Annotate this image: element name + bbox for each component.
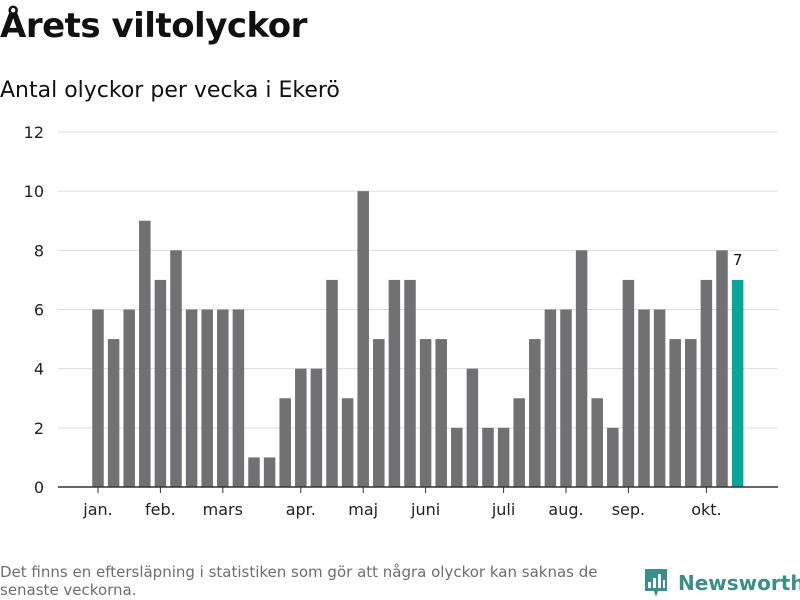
y-tick-label: 0	[34, 478, 44, 497]
bar	[341, 398, 354, 487]
bar	[591, 398, 603, 487]
y-tick-label: 6	[34, 301, 44, 320]
bar	[669, 339, 681, 487]
bar	[232, 309, 245, 487]
x-tick-label: sep.	[612, 500, 645, 519]
bar	[529, 339, 541, 487]
bar	[201, 309, 213, 487]
brand[interactable]: Newsworthy	[644, 568, 800, 598]
bar	[248, 457, 260, 487]
bar	[622, 279, 635, 487]
bar	[466, 368, 479, 487]
x-tick-label: apr.	[286, 500, 316, 519]
bar	[217, 309, 229, 487]
y-tick-label: 8	[34, 241, 44, 260]
bar	[357, 191, 369, 487]
chart-title: Årets viltolyckor	[0, 6, 307, 46]
bar	[263, 457, 276, 487]
bar	[716, 250, 728, 487]
x-tick-label: jan.	[82, 500, 112, 519]
bar	[326, 279, 338, 487]
y-tick-label: 2	[34, 419, 44, 438]
brand-name: Newsworthy	[678, 571, 800, 595]
footnote: Det finns en eftersläpning i statistiken…	[0, 563, 598, 599]
bar	[419, 339, 432, 487]
bar	[154, 279, 167, 487]
bar	[685, 339, 697, 487]
chart-subtitle: Antal olyckor per vecka i Ekerö	[0, 78, 340, 103]
x-tick-label: juli	[491, 500, 515, 519]
bar	[653, 309, 666, 487]
newsworthy-logo-icon	[645, 569, 667, 597]
bar	[497, 427, 510, 487]
bar	[404, 279, 416, 487]
bar	[575, 250, 588, 487]
bar	[279, 398, 291, 487]
data-label-last: 7	[733, 251, 743, 269]
bar	[451, 427, 463, 487]
x-tick-label: maj	[348, 500, 378, 519]
y-tick-label: 4	[34, 360, 44, 379]
bar	[560, 309, 572, 487]
bar	[544, 309, 557, 487]
bar	[170, 250, 182, 487]
bar	[185, 309, 198, 487]
bar-current-week	[731, 279, 744, 487]
x-tick-label: mars	[203, 500, 243, 519]
x-tick-label: juni	[410, 500, 440, 519]
bar	[107, 339, 120, 487]
bar	[310, 368, 323, 487]
x-tick-label: aug.	[548, 500, 583, 519]
y-tick-label: 10	[24, 182, 44, 201]
bar	[700, 279, 713, 487]
bar	[638, 309, 650, 487]
bar	[435, 339, 447, 487]
bar	[92, 309, 104, 487]
bar	[513, 398, 525, 487]
bar	[373, 339, 385, 487]
bar	[607, 427, 619, 487]
x-tick-label: okt.	[691, 500, 721, 519]
y-tick-label: 12	[24, 123, 44, 142]
bar	[123, 309, 135, 487]
bar	[482, 427, 494, 487]
x-tick-label: feb.	[145, 500, 176, 519]
bar	[139, 220, 151, 487]
bar	[295, 368, 307, 487]
bar	[388, 279, 401, 487]
